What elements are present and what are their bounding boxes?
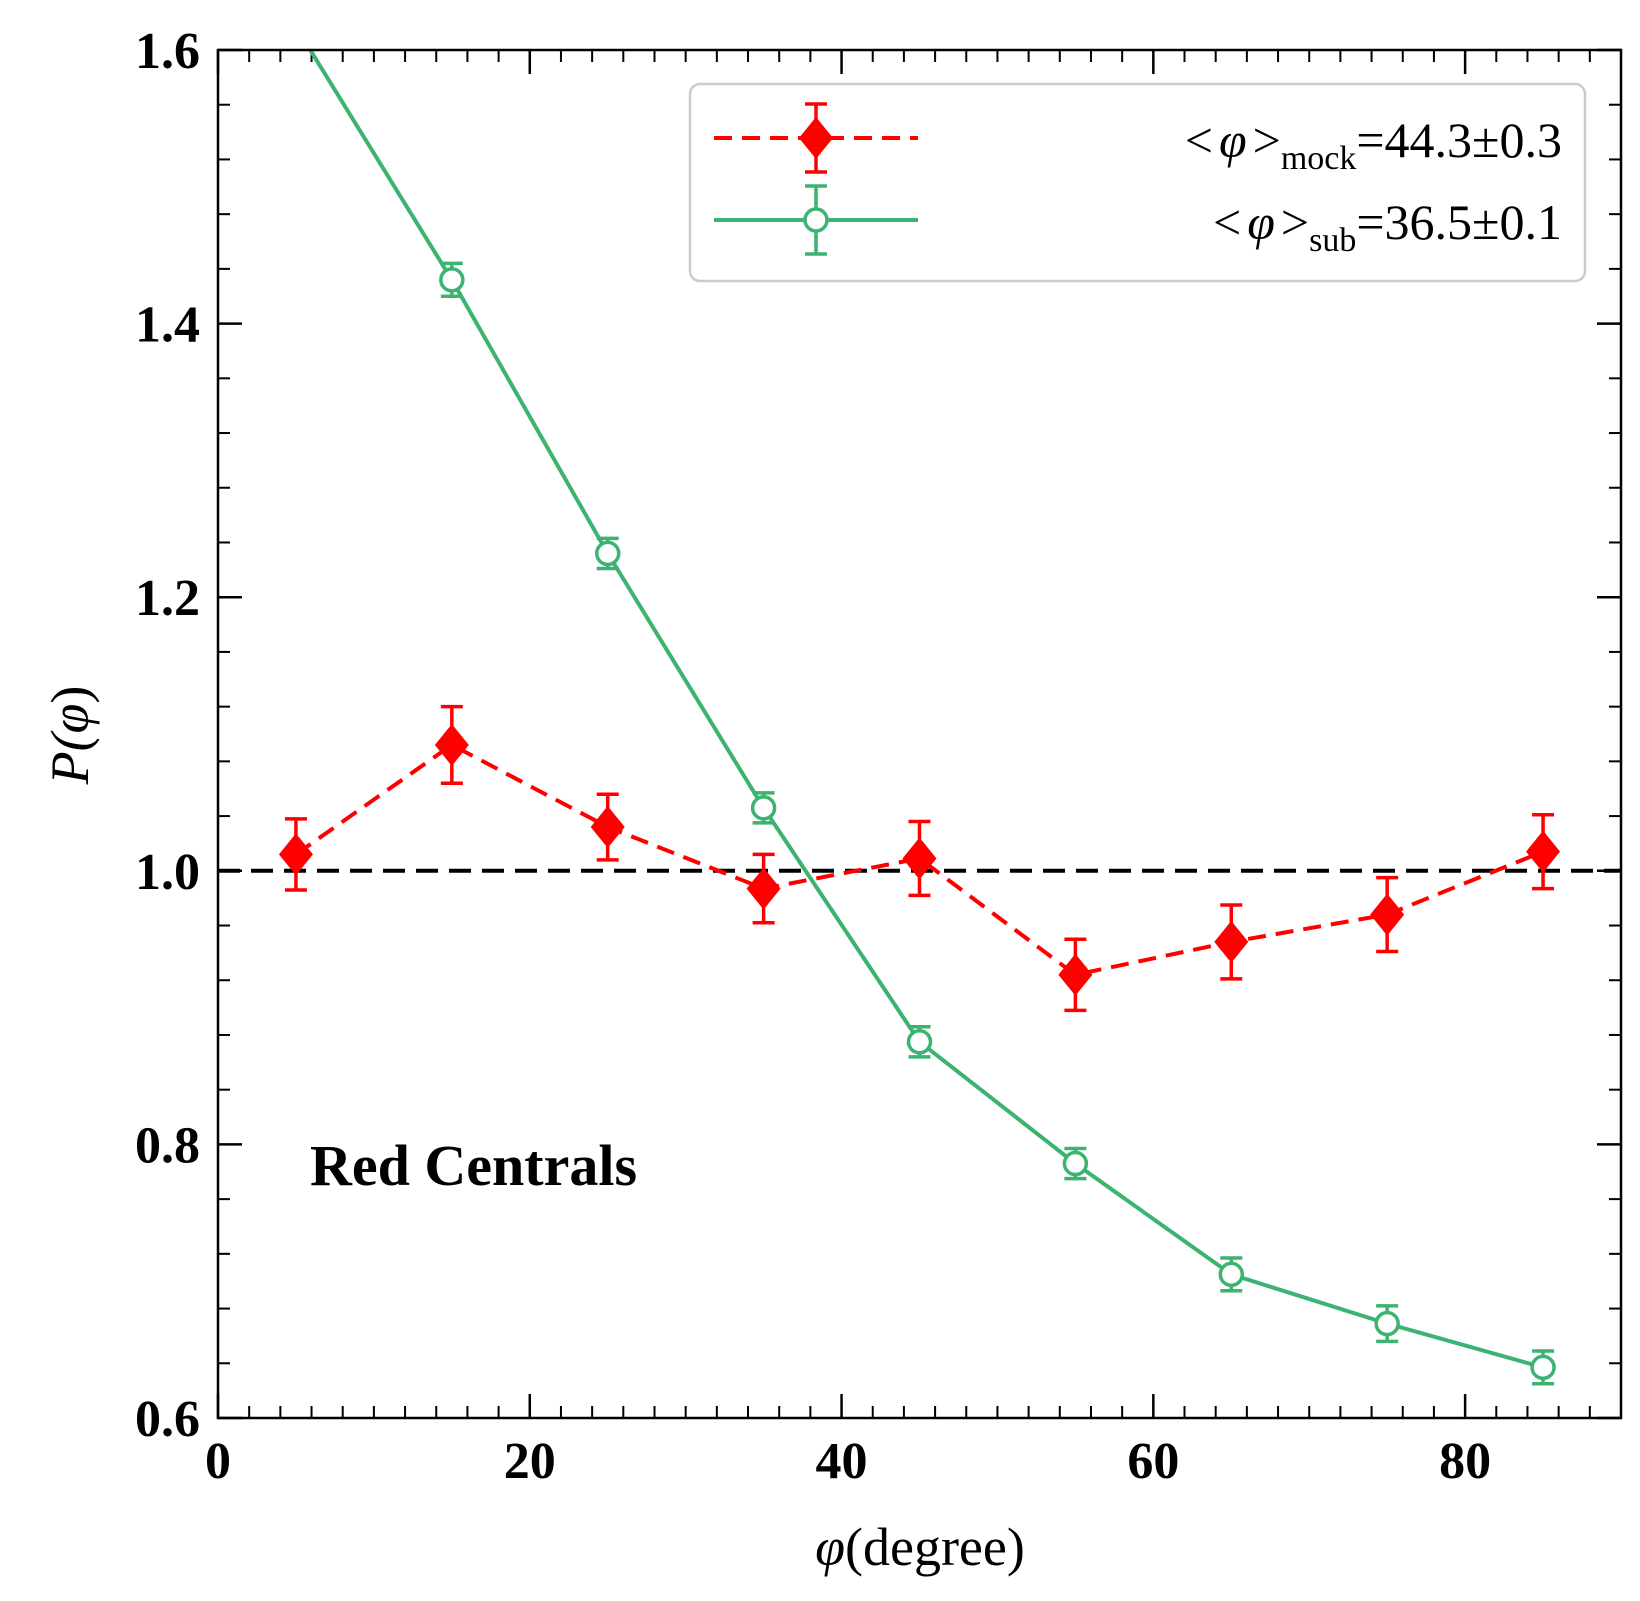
- legend-mock-suffix: >: [1253, 112, 1281, 168]
- annotation-red-centrals: Red Centrals: [310, 1133, 637, 1198]
- legend-mock-var: φ: [1219, 112, 1247, 168]
- data-point-diamond: [1526, 830, 1561, 873]
- data-point-circle: [1062, 1150, 1089, 1177]
- series-mock: [278, 704, 1561, 1013]
- series-layer: [278, 50, 1561, 1386]
- x-tick-label: 60: [1127, 1433, 1179, 1490]
- data-point-diamond: [1370, 893, 1405, 936]
- y-tick-label: 0.8: [135, 1117, 200, 1174]
- x-tick-label: 40: [816, 1433, 868, 1490]
- data-point-diamond: [278, 833, 313, 876]
- data-point-circle: [439, 267, 465, 293]
- legend-marker-diamond: [799, 117, 833, 159]
- y-tick-label: 1.4: [135, 297, 200, 354]
- x-axis-title: φ(degree): [815, 1517, 1025, 1577]
- y-axis-var: φ: [40, 704, 100, 734]
- data-point-circle: [594, 540, 621, 567]
- legend-label-sub: < φ >sub=36.5±0.1: [1213, 194, 1562, 259]
- minor-ticks: [218, 50, 1622, 1418]
- y-tick-label: 1.2: [135, 570, 200, 627]
- y-tick-labels: 0.6 0.8 1.0 1.2 1.4 1.6: [135, 23, 200, 1448]
- x-tick-label: 80: [1439, 1433, 1491, 1490]
- data-point-diamond: [590, 806, 625, 849]
- legend-mock-prefix: <: [1185, 112, 1213, 168]
- legend-marker-circle: [803, 207, 829, 233]
- legend-sub-var: φ: [1247, 194, 1275, 250]
- data-point-diamond: [1058, 953, 1093, 996]
- y-axis-prefix: P(: [40, 730, 100, 785]
- plot-frame: [216, 48, 1623, 1420]
- y-axis-suffix: ): [40, 686, 100, 704]
- data-point-diamond: [434, 723, 469, 766]
- data-point-circle: [1530, 1354, 1556, 1381]
- data-point-diamond: [1214, 920, 1249, 963]
- x-axis-var: φ: [815, 1517, 845, 1577]
- major-ticks: [216, 48, 1621, 1420]
- x-tick-label: 0: [205, 1433, 231, 1490]
- legend-box: [688, 82, 1587, 283]
- y-tick-label: 0.6: [135, 1391, 200, 1448]
- data-point-diamond: [902, 837, 937, 880]
- data-point-circle: [750, 795, 777, 821]
- legend: < φ >mock=44.3±0.3 < φ >sub=36.5±0.1: [688, 82, 1587, 283]
- data-point-circle: [1218, 1261, 1245, 1288]
- data-point-circle: [1374, 1310, 1400, 1337]
- x-axis-unit: (degree): [845, 1517, 1025, 1577]
- y-axis-title: P(φ): [40, 686, 100, 786]
- legend-sub-suffix: >: [1281, 194, 1309, 250]
- x-tick-label: 20: [504, 1433, 556, 1490]
- y-tick-label: 1.0: [135, 844, 200, 901]
- legend-handles: [714, 102, 918, 256]
- y-tick-label: 1.6: [135, 23, 200, 80]
- series-line-mock: [294, 742, 1544, 977]
- data-point-diamond: [746, 867, 781, 910]
- series-sub: [307, 50, 1556, 1386]
- legend-sub-sub: sub: [1309, 222, 1356, 259]
- legend-sub-value: =36.5±0.1: [1356, 194, 1562, 250]
- legend-label-mock: < φ >mock=44.3±0.3: [1185, 112, 1562, 177]
- legend-mock-value: =44.3±0.3: [1356, 112, 1562, 168]
- legend-mock-sub: mock: [1281, 140, 1357, 177]
- data-point-circle: [906, 1029, 933, 1055]
- x-tick-labels: 0 20 40 60 80: [205, 1433, 1491, 1490]
- legend-sub-prefix: <: [1213, 194, 1241, 250]
